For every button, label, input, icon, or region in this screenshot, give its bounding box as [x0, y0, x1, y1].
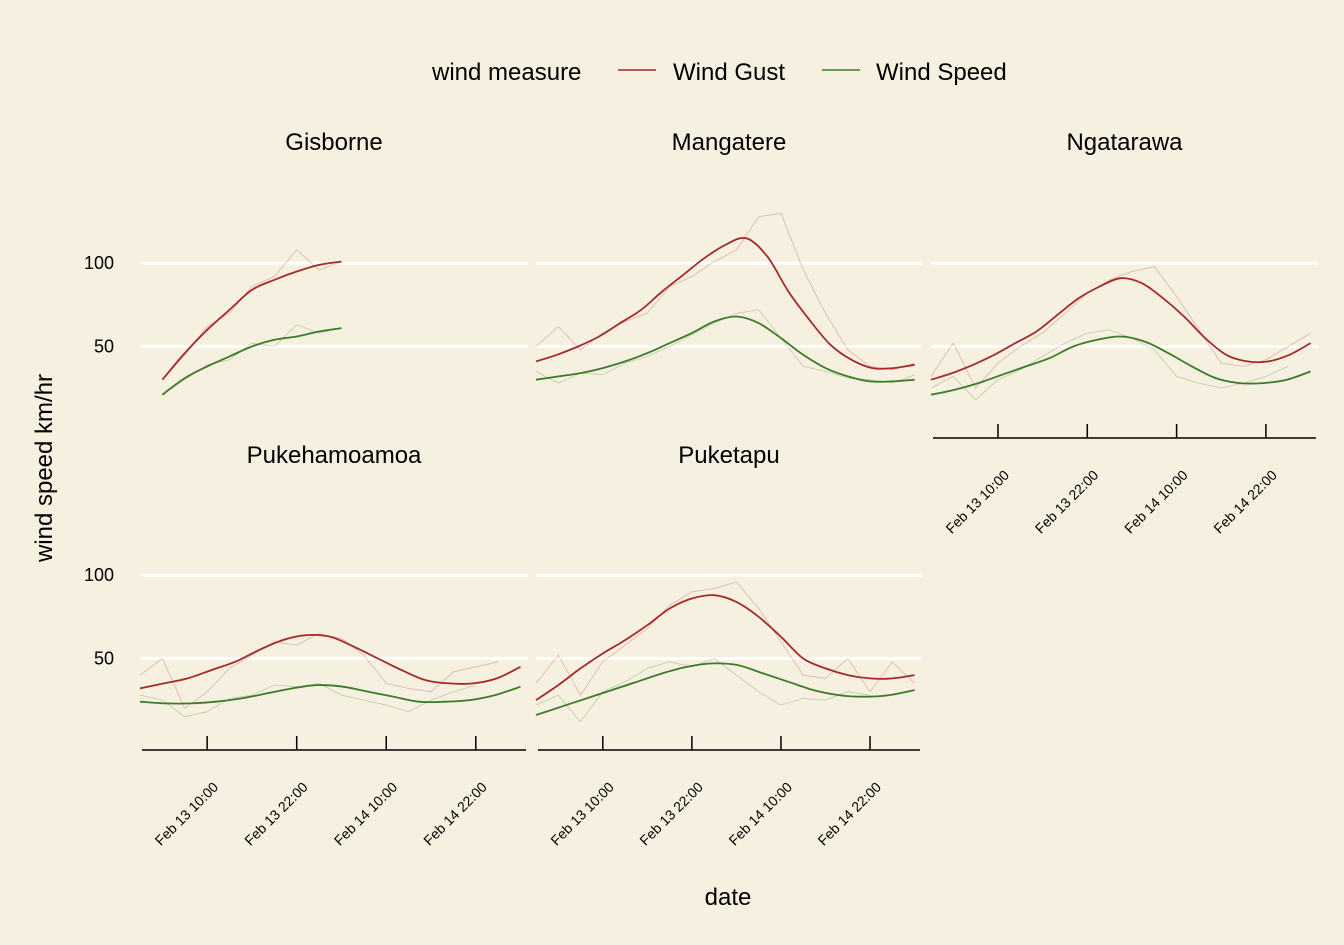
x-tick-label: Feb 13 10:00 [942, 467, 1012, 537]
panel-gisborne: Gisborne 50 100 [84, 129, 528, 396]
x-axis-title: date [705, 884, 752, 911]
raw-line-wind-gust [162, 249, 342, 380]
trend-line-wind-gust [139, 633, 521, 690]
raw-line-wind-gust [535, 581, 915, 696]
legend: wind measure Wind Gust Wind Speed [431, 59, 1007, 86]
y-tick-label: 100 [84, 253, 114, 273]
raw-line-wind-speed [162, 324, 342, 396]
trend-line-wind-speed [161, 327, 342, 396]
panel-pukehamoamoa: Pukehamoamoa 50 100 Feb 13 10:00 Feb 13 22:0… [84, 442, 528, 848]
x-tick-label: Feb 13 10:00 [152, 779, 222, 849]
x-tick-label: Feb 14 22:00 [420, 779, 490, 849]
trend-line-wind-speed [139, 684, 521, 705]
trend-line-wind-speed [930, 335, 1311, 396]
panel-title: Pukehamoamoa [247, 442, 422, 469]
y-tick-label: 100 [84, 565, 114, 585]
raw-line-wind-gust [930, 266, 1311, 389]
panel-mangatere: Mangatere [535, 129, 922, 384]
x-tick-label: Feb 14 10:00 [331, 779, 401, 849]
panel-ngatarawa: Ngatarawa Feb 13 10:00 Feb 13 22:00 Feb 14 … [930, 129, 1318, 537]
y-tick-label: 50 [94, 648, 114, 668]
x-tick-label: Feb 13 22:00 [1032, 467, 1102, 537]
legend-title: wind measure [431, 59, 581, 86]
x-tick-label: Feb 14 22:00 [814, 779, 884, 849]
x-tick-label: Feb 14 22:00 [1210, 467, 1280, 537]
trend-line-wind-gust [535, 594, 915, 701]
trend-line-wind-gust [930, 277, 1312, 381]
legend-label-wind-speed: Wind Speed [876, 59, 1007, 86]
trend-line-wind-gust [535, 236, 915, 370]
legend-label-wind-gust: Wind Gust [673, 59, 785, 86]
x-tick-label: Feb 13 22:00 [241, 779, 311, 849]
trend-line-wind-speed [535, 662, 915, 716]
x-tick-label: Feb 13 10:00 [547, 779, 617, 849]
panel-puketapu: Puketapu Feb 13 10:00 Feb 13 22:00 Feb 14 1… [535, 442, 922, 849]
raw-line-wind-gust [139, 633, 499, 710]
panel-title: Gisborne [285, 129, 382, 156]
raw-line-wind-speed [139, 682, 476, 718]
trend-line-wind-gust [161, 260, 342, 381]
raw-line-wind-speed [535, 658, 871, 723]
raw-line-wind-speed [930, 329, 1289, 401]
trend-line-wind-speed [535, 315, 915, 383]
x-tick-label: Feb 14 10:00 [725, 779, 795, 849]
x-tick-label: Feb 13 22:00 [636, 779, 706, 849]
x-tick-label: Feb 14 10:00 [1121, 467, 1191, 537]
panel-title: Puketapu [678, 442, 779, 469]
panel-title: Mangatere [672, 129, 787, 156]
panel-title: Ngatarawa [1066, 129, 1183, 156]
y-axis-title: wind speed km/hr [31, 374, 58, 563]
y-tick-label: 50 [94, 336, 114, 356]
